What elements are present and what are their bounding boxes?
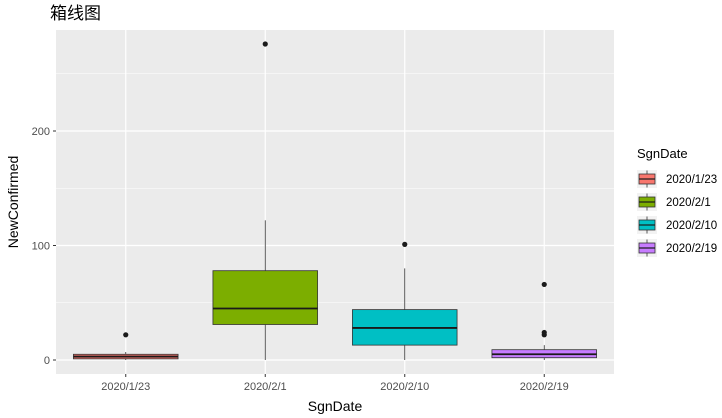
outlier-point <box>541 281 547 288</box>
x-axis-title: SgnDate <box>308 398 363 414</box>
outlier-point <box>541 329 547 336</box>
legend-key <box>637 239 657 257</box>
legend-key <box>637 193 657 211</box>
boxes-layer <box>73 41 597 360</box>
x-tick-label: 2020/2/19 <box>520 381 569 393</box>
y-tick-label: 0 <box>44 355 50 367</box>
x-tick-label: 2020/2/1 <box>244 381 287 393</box>
y-axis-title: NewConfirmed <box>5 156 21 249</box>
y-tick-label: 200 <box>32 126 50 138</box>
legend-label: 2020/2/1 <box>666 197 711 209</box>
box-group <box>73 332 179 360</box>
legend-key <box>637 170 657 188</box>
x-tick-label: 2020/1/23 <box>101 381 150 393</box>
legend-label: 2020/2/10 <box>666 220 717 232</box>
plot-panel <box>56 30 614 374</box>
chart-title: 箱线图 <box>50 4 101 24</box>
legend-label: 2020/1/23 <box>666 174 717 186</box>
box-group <box>491 281 597 360</box>
legend-label: 2020/2/19 <box>666 243 717 255</box>
y-axis: 0 100 200 <box>32 126 56 367</box>
box-iqr <box>212 270 318 325</box>
legend-key <box>637 216 657 234</box>
outlier-point <box>262 41 268 47</box>
outlier-point <box>123 332 129 338</box>
grid-layer <box>56 30 614 374</box>
outlier-point <box>402 241 408 247</box>
box-group <box>212 41 318 360</box>
x-tick-label: 2020/2/10 <box>380 381 429 393</box>
x-axis: 2020/1/23 2020/2/1 2020/2/10 2020/2/19 <box>101 374 569 393</box>
box-group <box>352 241 458 360</box>
y-tick-label: 100 <box>32 241 50 253</box>
legend: SgnDate 2020/1/23 2020/2/1 2020/2/10 2020/2… <box>637 146 717 257</box>
legend-title: SgnDate <box>637 146 688 161</box>
